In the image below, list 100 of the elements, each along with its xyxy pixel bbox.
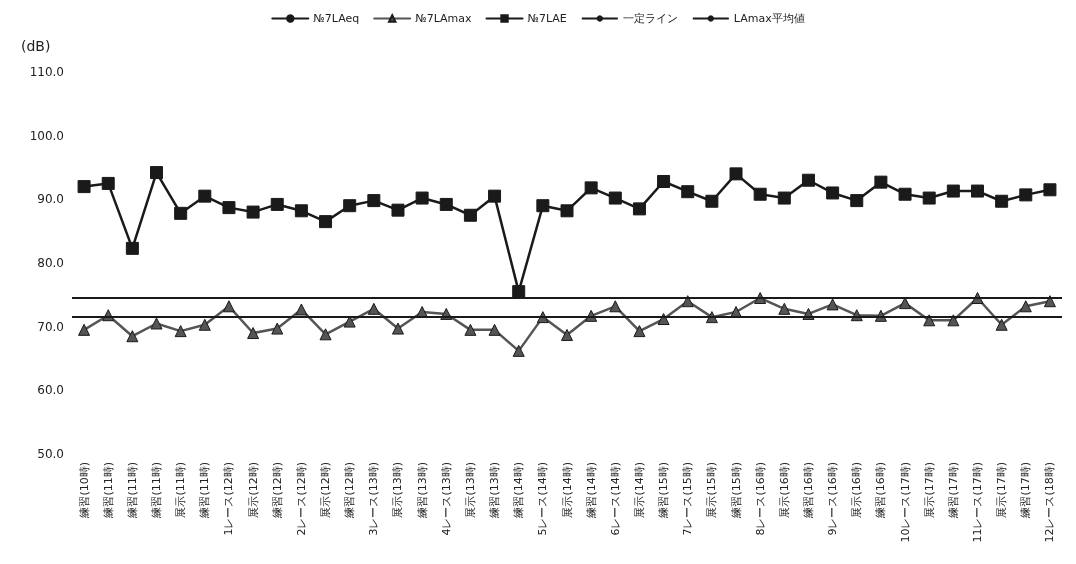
x-tick-label: 練習(14時) [584, 462, 598, 519]
x-tick-label: 3レース(13時) [367, 462, 381, 536]
point [1043, 183, 1057, 197]
point [705, 194, 719, 208]
point [512, 344, 525, 357]
x-tick-label: 練習(10時) [77, 462, 91, 519]
point [391, 322, 404, 335]
x-tick-label: 練習(15時) [729, 462, 743, 519]
y-tick-label: 70.0 [37, 319, 64, 334]
x-tick-label: 展示(17時) [995, 462, 1009, 518]
x-tick-label: 練習(17時) [946, 462, 960, 519]
point [753, 187, 767, 201]
x-tick-label: 4レース(13時) [439, 462, 453, 536]
point [174, 325, 187, 338]
x-tick-label: 練習(11時) [125, 462, 139, 519]
legend-label: №7LAE [527, 12, 567, 25]
point [367, 194, 381, 208]
x-tick-label: 練習(15時) [657, 462, 671, 519]
x-tick-label: 11レース(17時) [970, 462, 984, 543]
point [778, 302, 791, 315]
point [657, 313, 670, 326]
x-tick-label: 展示(16時) [850, 462, 864, 518]
x-tick-label: 8レース(16時) [753, 462, 767, 536]
point [874, 175, 888, 189]
point [561, 328, 573, 341]
x-tick-label: 展示(15時) [705, 462, 719, 518]
point [995, 194, 1009, 208]
point [198, 189, 212, 203]
point [1019, 188, 1033, 202]
y-tick-label: 60.0 [37, 383, 64, 398]
legend-label: 一定ライン [622, 12, 678, 25]
x-tick-label: 練習(11時) [198, 462, 212, 519]
x-tick-label: 練習(17時) [1019, 462, 1033, 519]
legend-label: №7LAmax [415, 12, 473, 25]
point [488, 323, 501, 336]
point [657, 175, 671, 189]
y-tick-label: 100.0 [29, 128, 64, 143]
point [777, 191, 791, 205]
point [1019, 300, 1032, 313]
point [922, 191, 936, 205]
x-tick-label: 練習(11時) [101, 462, 115, 519]
x-tick-label: 練習(16時) [801, 462, 815, 519]
point [391, 203, 405, 217]
point [850, 194, 864, 208]
point [463, 208, 477, 222]
point [584, 181, 598, 195]
x-tick-label: 展示(17時) [922, 462, 936, 518]
point [294, 204, 308, 218]
point [319, 215, 333, 229]
x-tick-label: 練習(12時) [270, 462, 284, 519]
legend-label: LAmax平均値 [733, 12, 805, 25]
point [970, 184, 984, 198]
point [464, 323, 477, 336]
point [729, 167, 743, 181]
point [150, 317, 163, 330]
point [222, 201, 236, 215]
point [126, 330, 139, 343]
point [536, 199, 550, 213]
point [367, 302, 380, 315]
point [78, 323, 91, 336]
point [439, 197, 453, 211]
y-tick-label: 80.0 [37, 256, 64, 270]
x-tick-label: 練習(13時) [415, 462, 429, 519]
legend-label: №7LAeq [313, 12, 360, 25]
point [609, 300, 622, 313]
point [633, 325, 646, 338]
x-tick-label: 練習(11時) [150, 462, 164, 519]
point [681, 295, 694, 308]
x-tick-label: 展示(16時) [777, 462, 791, 518]
x-tick-label: 10レース(17時) [898, 462, 912, 543]
point [198, 318, 211, 331]
y-tick-label: 50.0 [37, 447, 64, 461]
point [995, 318, 1008, 331]
point [632, 202, 646, 216]
x-tick-label: 展示(11時) [174, 462, 188, 518]
y-tick-label: 110.0 [29, 65, 64, 79]
x-tick-label: 2レース(12時) [294, 462, 308, 536]
point [826, 186, 840, 200]
point [247, 327, 260, 340]
x-tick-label: 展示(12時) [319, 462, 333, 518]
x-tick-label: 展示(13時) [463, 462, 477, 518]
point [125, 241, 139, 255]
point [512, 285, 526, 299]
point [415, 191, 429, 205]
x-tick-label: 展示(12時) [246, 462, 260, 518]
x-tick-label: 9レース(16時) [826, 462, 840, 536]
x-tick-label: 5レース(14時) [536, 462, 550, 536]
point [246, 205, 260, 219]
point [271, 322, 284, 335]
point [826, 298, 839, 311]
x-tick-label: 練習(14時) [512, 462, 526, 519]
y-tick-label: 90.0 [37, 192, 64, 207]
point [801, 173, 815, 187]
point [77, 180, 91, 194]
point [150, 166, 164, 180]
x-tick-label: 練習(13時) [488, 462, 502, 519]
x-tick-label: 練習(12時) [343, 462, 357, 519]
x-tick-label: 6レース(14時) [608, 462, 622, 536]
x-tick-label: 展示(14時) [560, 462, 574, 518]
point [946, 184, 960, 198]
